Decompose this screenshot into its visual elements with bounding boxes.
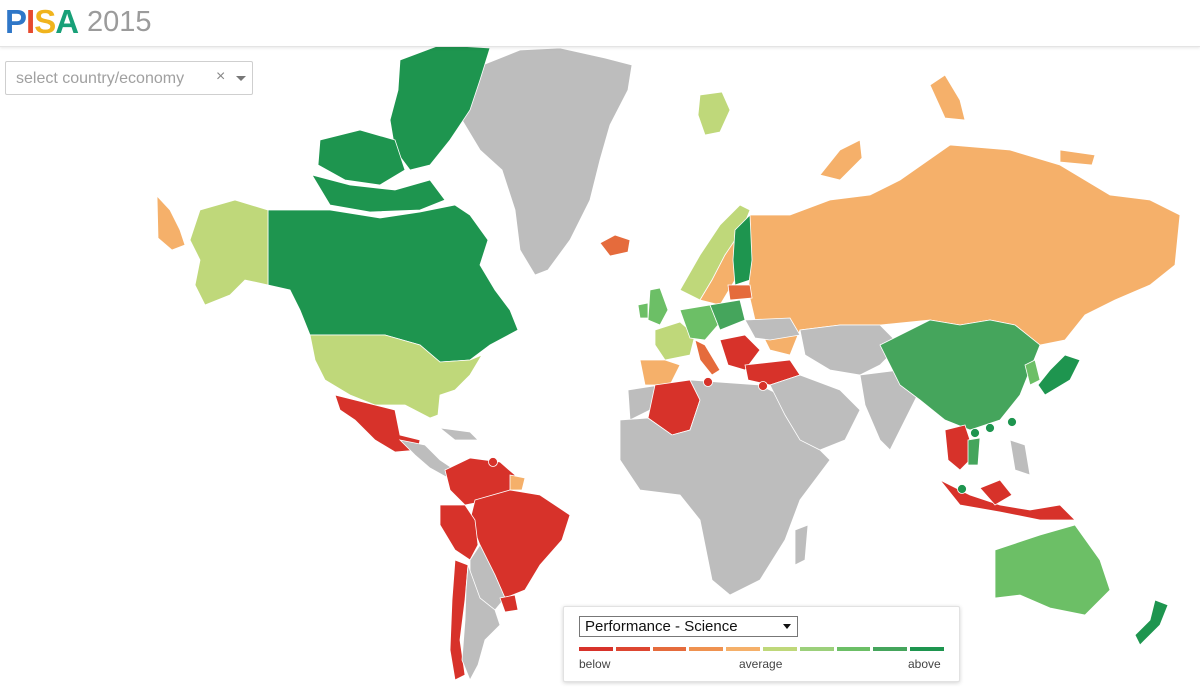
country-canada-islands-3[interactable]: [311, 174, 446, 213]
country-italy[interactable]: [694, 339, 721, 376]
scale-swatch-2: [615, 647, 650, 651]
country-thailand-region[interactable]: [944, 424, 976, 471]
country-indonesia-borneo[interactable]: [979, 479, 1013, 506]
pisa-logo[interactable]: P I S A 2015: [5, 2, 152, 42]
country-select[interactable]: select country/economy ×: [5, 61, 253, 95]
country-iberia[interactable]: [639, 359, 681, 386]
country-russia-islands-2[interactable]: [1059, 149, 1096, 166]
country-korea[interactable]: [1024, 359, 1041, 386]
scale-swatch-5: [726, 647, 760, 651]
country-france[interactable]: [654, 321, 696, 361]
scale-swatch-1: [579, 647, 613, 651]
country-ireland[interactable]: [637, 302, 649, 319]
country-guyanas[interactable]: [509, 474, 526, 491]
country-svalbard[interactable]: [697, 91, 731, 136]
country-russia[interactable]: [747, 144, 1181, 356]
country-iceland[interactable]: [599, 234, 631, 257]
logo-letter-i: I: [26, 3, 35, 40]
chevron-down-icon[interactable]: [236, 76, 246, 81]
country-cuba[interactable]: [438, 427, 479, 441]
dot-trinidad[interactable]: [488, 457, 498, 467]
country-germany[interactable]: [679, 304, 719, 341]
country-canada-islands[interactable]: [389, 44, 491, 171]
country-canada-islands-2[interactable]: [317, 129, 406, 186]
country-madagascar[interactable]: [794, 524, 809, 566]
scale-swatch-10: [910, 647, 944, 651]
country-balkans[interactable]: [719, 334, 761, 371]
country-usa[interactable]: [309, 334, 483, 419]
country-china[interactable]: [879, 319, 1041, 431]
scale-swatch-9: [873, 647, 908, 651]
metric-dropdown[interactable]: Performance - Science: [579, 616, 798, 637]
country-uk[interactable]: [647, 287, 669, 326]
scale-swatch-3: [652, 647, 687, 651]
logo-letter-p: P: [5, 3, 27, 40]
country-greenland[interactable]: [461, 47, 633, 276]
country-russia-islands[interactable]: [929, 74, 966, 121]
dot-malta[interactable]: [703, 377, 713, 387]
country-canada[interactable]: [267, 204, 519, 363]
scale-swatch-4: [689, 647, 724, 651]
country-central-asia[interactable]: [799, 324, 901, 376]
dot-macao[interactable]: [970, 428, 980, 438]
logo-letter-s: S: [34, 3, 56, 40]
country-uruguay[interactable]: [499, 594, 519, 613]
header-bar: P I S A 2015: [0, 0, 1200, 47]
logo-year: 2015: [87, 6, 152, 38]
country-middle-east[interactable]: [769, 374, 861, 451]
country-ukraine[interactable]: [744, 317, 801, 341]
country-japan[interactable]: [1037, 354, 1081, 396]
legend-label-below: below: [579, 657, 611, 671]
country-baltics[interactable]: [727, 284, 753, 301]
legend-label-average: average: [739, 657, 783, 671]
country-brazil[interactable]: [469, 489, 571, 599]
country-peru[interactable]: [439, 504, 479, 561]
country-new-zealand[interactable]: [1134, 599, 1169, 646]
country-argentina[interactable]: [461, 564, 501, 681]
metric-dropdown-value: Performance - Science: [585, 618, 738, 635]
color-scale: [579, 647, 944, 651]
dot-hongkong[interactable]: [985, 423, 995, 433]
dropdown-arrow-icon[interactable]: [783, 624, 791, 629]
country-vietnam[interactable]: [967, 437, 981, 466]
dot-cyprus[interactable]: [758, 381, 768, 391]
legend-panel: Performance - Science below average abov…: [563, 606, 960, 682]
logo-letter-a: A: [55, 3, 79, 40]
clear-icon[interactable]: ×: [216, 68, 226, 85]
country-alaska[interactable]: [189, 199, 269, 306]
dot-taipei[interactable]: [1007, 417, 1017, 427]
country-russia-far-east-tip[interactable]: [156, 194, 186, 251]
country-africa[interactable]: [619, 379, 831, 596]
country-philippines[interactable]: [1009, 439, 1031, 476]
country-australia[interactable]: [994, 524, 1111, 616]
scale-swatch-6: [762, 647, 797, 651]
dot-singapore[interactable]: [957, 484, 967, 494]
country-select-placeholder: select country/economy: [16, 70, 185, 87]
country-russia-novaya-zemlya[interactable]: [819, 139, 863, 181]
scale-swatch-8: [836, 647, 871, 651]
country-indonesia[interactable]: [939, 479, 1076, 521]
scale-swatch-7: [799, 647, 834, 651]
legend-label-above: above: [908, 657, 941, 671]
